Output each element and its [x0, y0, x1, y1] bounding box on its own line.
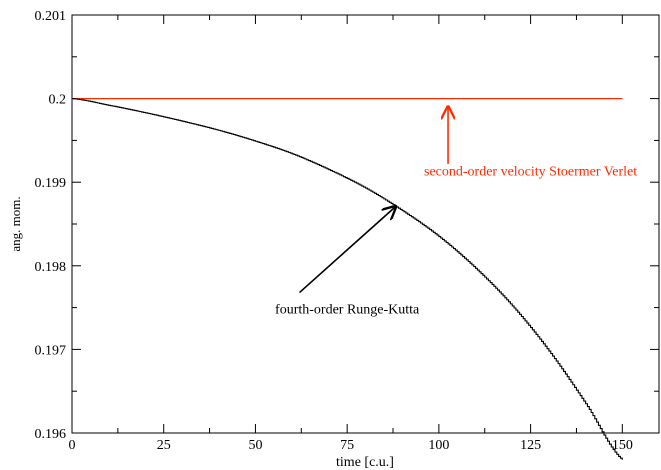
- annotations: second-order velocity Stoermer Verlet fou…: [275, 105, 637, 317]
- x-tick-label: 75: [340, 438, 354, 453]
- plot-frame: [71, 14, 660, 434]
- x-axis-label: time [c.u.]: [336, 455, 394, 470]
- x-tick-label: 50: [248, 438, 262, 453]
- x-tick-label: 100: [428, 438, 449, 453]
- y-tick-label: 0.196: [35, 427, 67, 442]
- y-tick-label: 0.199: [35, 176, 67, 191]
- annotation-label: fourth-order Runge-Kutta: [275, 302, 420, 317]
- y-axis-label: ang. mom.: [8, 196, 23, 251]
- axis-ticks: [71, 14, 659, 434]
- y-tick-label: 0.198: [35, 260, 67, 275]
- annotation-label: second-order velocity Stoermer Verlet: [424, 165, 637, 180]
- tick-labels: 0 25 50 75 100 125 1500.1960.1970.1980.1990.20…: [35, 9, 633, 453]
- x-tick-label: 125: [520, 438, 541, 453]
- y-tick-label: 0.2: [49, 93, 67, 108]
- series-line-runge-kutta: [72, 98, 623, 460]
- x-tick-label: 0: [69, 438, 76, 453]
- x-tick-label: 150: [612, 438, 633, 453]
- annotation-arrow: [298, 206, 396, 294]
- y-tick-label: 0.201: [35, 9, 67, 24]
- y-tick-label: 0.197: [35, 343, 67, 358]
- plot-series: [72, 98, 623, 460]
- x-tick-label: 25: [157, 438, 171, 453]
